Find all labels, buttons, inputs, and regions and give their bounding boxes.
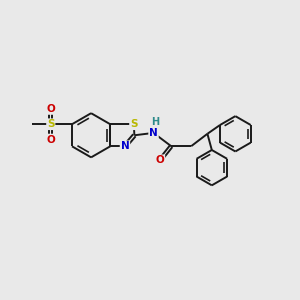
Text: N: N <box>121 141 129 151</box>
Text: H: H <box>151 117 159 127</box>
Text: O: O <box>46 104 55 114</box>
Text: S: S <box>130 119 137 129</box>
Text: S: S <box>47 119 55 129</box>
Text: N: N <box>149 128 158 138</box>
Text: O: O <box>156 155 164 165</box>
Text: O: O <box>46 134 55 145</box>
